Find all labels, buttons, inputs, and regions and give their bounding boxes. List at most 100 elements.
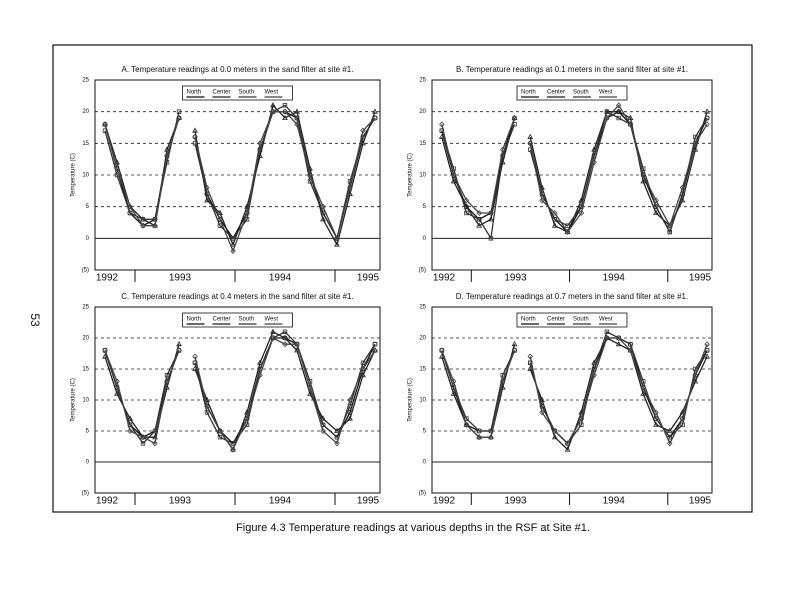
x-tick-label: 1995	[689, 273, 712, 284]
data-point	[140, 217, 146, 222]
data-point	[450, 378, 457, 385]
y-tick-label: 25	[419, 78, 426, 84]
data-point	[204, 410, 210, 415]
y-tick-label: 10	[419, 173, 426, 179]
data-point	[591, 146, 597, 152]
data-point	[164, 153, 170, 159]
data-point	[704, 108, 710, 114]
data-point	[307, 179, 313, 184]
data-point	[527, 133, 534, 139]
data-point	[488, 216, 494, 222]
series-line	[441, 337, 708, 445]
y-tick-label: 15	[419, 367, 426, 373]
data-point	[176, 115, 182, 121]
data-point	[653, 416, 659, 421]
plot-frame	[94, 79, 381, 271]
data-point	[463, 421, 470, 428]
data-point	[679, 197, 686, 203]
x-tick-label: 1994	[603, 273, 626, 284]
y-tick-label: 25	[82, 305, 89, 311]
data-point	[615, 335, 622, 341]
y-tick-label: 5	[423, 204, 427, 210]
data-point	[244, 210, 250, 216]
data-point	[693, 134, 698, 140]
data-point	[640, 384, 646, 391]
chart-title: C. Temperature readings at 0.4 meters in…	[121, 292, 353, 301]
data-point	[230, 241, 236, 247]
data-point	[192, 353, 198, 360]
data-point	[152, 217, 158, 222]
data-point	[667, 229, 672, 235]
data-point	[307, 172, 313, 178]
data-point	[176, 347, 182, 354]
data-point	[360, 127, 366, 134]
data-point	[511, 340, 518, 347]
data-point	[527, 353, 533, 360]
data-point	[230, 446, 236, 452]
legend-label: Center	[547, 90, 565, 96]
y-tick-label: (5)	[82, 491, 89, 497]
data-point	[334, 235, 340, 242]
plot-frame	[94, 306, 381, 494]
data-point	[476, 222, 483, 228]
series-line	[441, 110, 708, 234]
data-point	[204, 197, 210, 203]
data-point	[230, 441, 236, 446]
y-tick-label: (5)	[419, 268, 426, 274]
x-tick-label: 1993	[504, 273, 527, 284]
data-point	[102, 121, 108, 128]
data-point	[653, 209, 659, 215]
x-tick-label: 1992	[96, 496, 119, 507]
data-point	[463, 197, 470, 204]
data-point	[615, 102, 622, 109]
data-point	[114, 378, 120, 385]
data-point	[114, 165, 120, 172]
data-point	[704, 115, 710, 121]
data-point	[438, 353, 445, 359]
data-point	[488, 434, 494, 441]
data-point	[360, 360, 366, 365]
data-point	[360, 371, 366, 378]
data-point	[640, 178, 647, 184]
data-point	[438, 133, 445, 139]
data-point	[591, 372, 597, 379]
legend-label: West	[599, 317, 613, 323]
data-point	[539, 197, 545, 204]
data-point	[204, 403, 210, 410]
series-line	[104, 111, 376, 253]
data-point	[372, 115, 378, 121]
data-point	[230, 446, 236, 453]
x-tick-label: 1993	[169, 496, 192, 507]
page-number: 53	[28, 313, 42, 327]
data-point	[334, 440, 340, 447]
series-line	[441, 111, 708, 233]
data-point	[627, 121, 634, 128]
data-point	[463, 203, 470, 209]
legend-label: North	[521, 317, 536, 323]
y-tick-label: 10	[82, 398, 89, 404]
data-point	[192, 134, 198, 140]
series-line	[104, 104, 376, 241]
data-point	[282, 329, 288, 334]
data-point	[294, 108, 300, 114]
data-point	[102, 353, 108, 359]
series-line	[441, 104, 708, 234]
chart-title: B. Temperature readings at 0.1 meters in…	[456, 65, 688, 74]
chart-panel: C. Temperature readings at 0.4 meters in…	[71, 292, 381, 507]
data-point	[552, 217, 558, 222]
data-point	[320, 216, 326, 222]
x-tick-label: 1995	[689, 496, 712, 507]
legend-label: North	[521, 90, 536, 96]
data-point	[666, 427, 673, 433]
data-point	[176, 340, 182, 347]
data-point	[653, 421, 659, 427]
data-point	[552, 210, 558, 216]
data-point	[127, 428, 133, 434]
figure-frame	[52, 44, 753, 513]
data-point	[653, 204, 659, 209]
data-point	[667, 434, 672, 440]
data-point	[294, 121, 300, 128]
data-point	[499, 378, 506, 385]
data-point	[552, 428, 558, 434]
